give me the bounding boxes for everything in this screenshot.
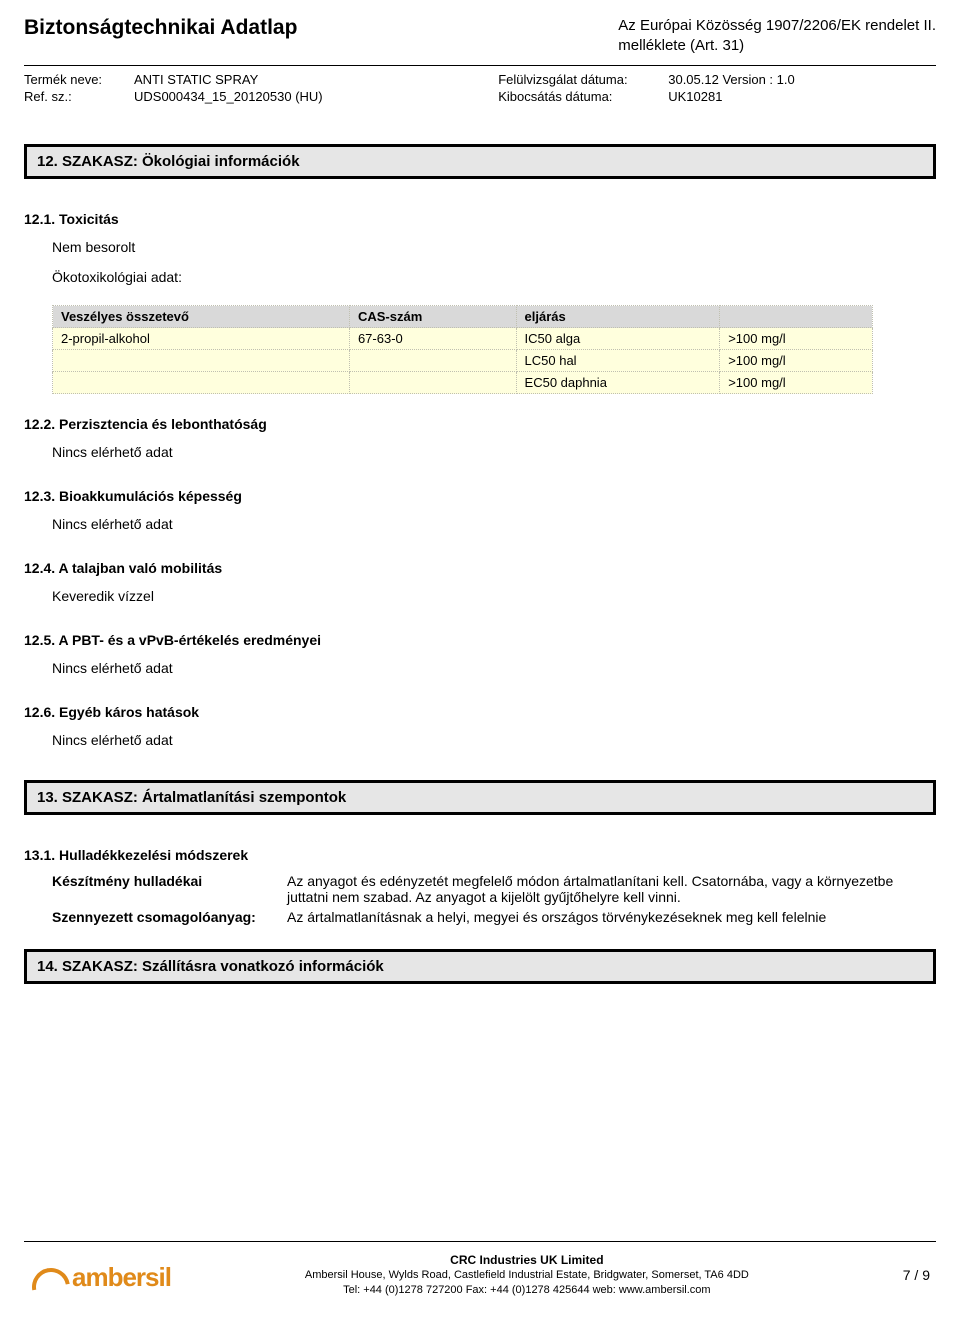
issue-value: UK10281 bbox=[668, 89, 936, 104]
doc-title: Biztonságtechnikai Adatlap bbox=[24, 16, 297, 55]
td-cas bbox=[349, 350, 516, 372]
section-12-2-text: Nincs elérhető adat bbox=[52, 444, 936, 460]
table-row: 2-propil-alkohol 67-63-0 IC50 alga >100 … bbox=[53, 328, 873, 350]
table-header-row: Veszélyes összetevő CAS-szám eljárás bbox=[53, 306, 873, 328]
logo: ambersil bbox=[30, 1258, 171, 1293]
disposal-text: Az anyagot és edényzetét megfelelő módon… bbox=[287, 871, 909, 907]
section-12-6-heading: 12.6. Egyéb káros hatások bbox=[24, 704, 936, 720]
td-method: EC50 daphnia bbox=[516, 372, 720, 394]
ecotox-table: Veszélyes összetevő CAS-szám eljárás 2-p… bbox=[52, 305, 873, 394]
disposal-text: Az ártalmatlanításnak a helyi, megyei és… bbox=[287, 907, 909, 927]
section-12-2-heading: 12.2. Perzisztencia és lebonthatóság bbox=[24, 416, 936, 432]
td-cas bbox=[349, 372, 516, 394]
td-value: >100 mg/l bbox=[720, 372, 873, 394]
disposal-table: Készítmény hulladékai Az anyagot és edén… bbox=[52, 871, 909, 927]
disposal-row: Szennyezett csomagolóanyag: Az ártalmatl… bbox=[52, 907, 909, 927]
logo-arc-icon bbox=[30, 1258, 70, 1286]
section-12-1-text1: Nem besorolt bbox=[52, 239, 936, 255]
footer-address: Ambersil House, Wylds Road, Castlefield … bbox=[171, 1268, 883, 1283]
logo-text: ambersil bbox=[72, 1262, 171, 1293]
section-12-1-heading: 12.1. Toxicitás bbox=[24, 211, 936, 227]
th-method: eljárás bbox=[516, 306, 720, 328]
disposal-label: Készítmény hulladékai bbox=[52, 871, 287, 907]
td-value: >100 mg/l bbox=[720, 328, 873, 350]
td-component: 2-propil-alkohol bbox=[53, 328, 350, 350]
td-cas: 67-63-0 bbox=[349, 328, 516, 350]
section-12-6-text: Nincs elérhető adat bbox=[52, 732, 936, 748]
product-label: Termék neve: bbox=[24, 72, 134, 87]
revision-value: 30.05.12 Version : 1.0 bbox=[668, 72, 936, 87]
regulation-ref: Az Európai Közösség 1907/2206/EK rendele… bbox=[618, 16, 936, 55]
td-method: IC50 alga bbox=[516, 328, 720, 350]
section-13-title: 13. SZAKASZ: Ártalmatlanítási szempontok bbox=[24, 780, 936, 815]
regulation-line2: melléklete (Art. 31) bbox=[618, 36, 936, 56]
td-component bbox=[53, 372, 350, 394]
footer-contact: Tel: +44 (0)1278 727200 Fax: +44 (0)1278… bbox=[171, 1283, 883, 1298]
footer: ambersil CRC Industries UK Limited Amber… bbox=[24, 1252, 936, 1318]
footer-wrap: ambersil CRC Industries UK Limited Amber… bbox=[24, 1201, 936, 1318]
ref-value: UDS000434_15_20120530 (HU) bbox=[134, 89, 498, 104]
section-12-5-heading: 12.5. A PBT- és a vPvB-értékelés eredmén… bbox=[24, 632, 936, 648]
header-divider bbox=[24, 65, 936, 66]
regulation-line1: Az Európai Közösség 1907/2206/EK rendele… bbox=[618, 16, 936, 36]
section-12-1-text2: Ökotoxikológiai adat: bbox=[52, 269, 936, 285]
td-component bbox=[53, 350, 350, 372]
td-value: >100 mg/l bbox=[720, 350, 873, 372]
footer-company: CRC Industries UK Limited bbox=[171, 1252, 883, 1268]
footer-divider bbox=[24, 1241, 936, 1242]
page-number: 7 / 9 bbox=[883, 1267, 930, 1283]
th-value bbox=[720, 306, 873, 328]
table-row: EC50 daphnia >100 mg/l bbox=[53, 372, 873, 394]
section-12-title: 12. SZAKASZ: Ökológiai információk bbox=[24, 144, 936, 179]
ref-label: Ref. sz.: bbox=[24, 89, 134, 104]
revision-label: Felülvizsgálat dátuma: bbox=[498, 72, 668, 87]
th-component: Veszélyes összetevő bbox=[53, 306, 350, 328]
section-12-4-heading: 12.4. A talajban való mobilitás bbox=[24, 560, 936, 576]
section-13-1-heading: 13.1. Hulladékkezelési módszerek bbox=[24, 847, 936, 863]
issue-label: Kibocsátás dátuma: bbox=[498, 89, 668, 104]
section-12-3-heading: 12.3. Bioakkumulációs képesség bbox=[24, 488, 936, 504]
header-meta: Termék neve: ANTI STATIC SPRAY Ref. sz.:… bbox=[24, 72, 936, 104]
disposal-row: Készítmény hulladékai Az anyagot és edén… bbox=[52, 871, 909, 907]
header-top: Biztonságtechnikai Adatlap Az Európai Kö… bbox=[24, 16, 936, 55]
section-12-4-text: Keveredik vízzel bbox=[52, 588, 936, 604]
disposal-label: Szennyezett csomagolóanyag: bbox=[52, 907, 287, 927]
table-row: LC50 hal >100 mg/l bbox=[53, 350, 873, 372]
product-value: ANTI STATIC SPRAY bbox=[134, 72, 498, 87]
section-12-3-text: Nincs elérhető adat bbox=[52, 516, 936, 532]
th-cas: CAS-szám bbox=[349, 306, 516, 328]
footer-center: CRC Industries UK Limited Ambersil House… bbox=[171, 1252, 883, 1298]
td-method: LC50 hal bbox=[516, 350, 720, 372]
section-14-title: 14. SZAKASZ: Szállításra vonatkozó infor… bbox=[24, 949, 936, 984]
section-12-5-text: Nincs elérhető adat bbox=[52, 660, 936, 676]
